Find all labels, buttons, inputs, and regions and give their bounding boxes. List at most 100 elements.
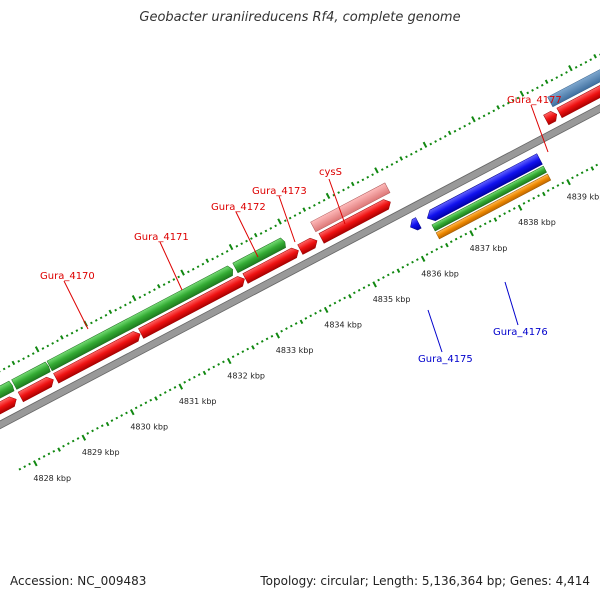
reverse-tick (105, 421, 110, 427)
forward-tick (531, 88, 534, 92)
forward-tick (124, 303, 127, 307)
reverse-tick (47, 452, 51, 456)
forward-tick (390, 163, 394, 166)
reverse-tick (352, 291, 356, 295)
reverse-tick (372, 281, 377, 288)
forward-tick (196, 265, 200, 269)
reverse-tick (18, 467, 22, 471)
forward-tick (447, 130, 452, 136)
forward-tick (337, 191, 340, 194)
cds-arrow-rev-large (426, 153, 543, 221)
reverse-tick (260, 340, 264, 343)
leader-gura-4172 (235, 211, 259, 258)
reverse-tick (464, 232, 468, 236)
reverse-tick (241, 350, 245, 353)
reverse-tick (348, 294, 352, 299)
forward-tick (22, 357, 25, 361)
reverse-tick (580, 171, 584, 175)
reverse-tick (42, 455, 46, 458)
reverse-tick (202, 370, 207, 376)
forward-tick (167, 280, 171, 284)
reverse-tick (66, 442, 70, 445)
reverse-tick (357, 288, 361, 292)
forward-tick (516, 96, 520, 100)
reverse-tick (328, 304, 332, 307)
reverse-strand-ticks (18, 163, 599, 471)
forward-tick (211, 257, 214, 261)
forward-tick (216, 255, 219, 258)
forward-tick (361, 178, 365, 182)
reverse-tick (52, 449, 56, 453)
forward-tick (540, 83, 544, 87)
forward-tick (496, 105, 500, 110)
forward-tick (187, 270, 190, 274)
reverse-tick (193, 375, 196, 379)
cds-arrow-fwd-5 (242, 247, 299, 284)
kbp-label: 4828 kbp (33, 474, 71, 483)
leader-gura-4176 (504, 281, 519, 326)
reverse-tick (595, 163, 599, 167)
forward-tick (269, 227, 273, 230)
forward-tick (453, 129, 457, 133)
forward-tick (143, 293, 147, 297)
cds-arrow-fwd-7 (318, 199, 391, 244)
forward-tick (579, 63, 583, 67)
forward-tick (317, 201, 321, 205)
reverse-tick (144, 401, 148, 405)
forward-tick (31, 352, 35, 355)
forward-tick (482, 114, 486, 118)
reverse-tick (517, 204, 523, 211)
forward-tick (405, 155, 408, 159)
forward-tick (511, 99, 515, 102)
reverse-tick (483, 222, 487, 226)
kbp-label: 4830 kbp (130, 423, 168, 432)
reverse-tick (217, 363, 220, 366)
forward-tick (27, 354, 30, 358)
reverse-tick (377, 278, 380, 282)
forward-tick (302, 207, 307, 212)
kbp-label: 4834 kbp (324, 320, 362, 329)
reverse-tick (585, 168, 589, 172)
forward-tick (565, 71, 568, 74)
forward-tick (277, 218, 282, 225)
cds-arrow-fwd-2 (17, 376, 54, 403)
forward-tick (458, 127, 462, 131)
reverse-tick (508, 209, 511, 213)
reverse-tick (168, 388, 172, 392)
forward-tick (274, 224, 277, 228)
reverse-tick (532, 196, 536, 200)
callout-lines (63, 104, 549, 353)
forward-tick (429, 142, 433, 146)
kbp-label: 4839 kbp (567, 193, 600, 202)
kbp-label: 4833 kbp (276, 346, 314, 355)
forward-tick (555, 76, 559, 79)
reverse-tick (129, 409, 135, 416)
reverse-tick (386, 273, 390, 277)
reverse-tick (256, 342, 259, 346)
reverse-tick (416, 258, 419, 261)
forward-tick (313, 204, 316, 207)
reverse-tick (333, 301, 337, 305)
forward-tick (128, 301, 132, 304)
reverse-tick (459, 235, 463, 238)
reverse-tick (571, 176, 574, 180)
kbp-label: 4835 kbp (373, 295, 411, 304)
forward-tick (519, 90, 525, 97)
forward-tick (264, 229, 268, 233)
reverse-tick (71, 439, 75, 443)
reverse-tick (76, 437, 80, 440)
reverse-tick (57, 447, 61, 452)
forward-tick (526, 91, 530, 95)
reverse-tick (265, 337, 269, 341)
reverse-tick (309, 314, 313, 318)
reverse-tick (23, 465, 27, 468)
forward-tick (374, 167, 379, 174)
forward-tick (487, 111, 491, 115)
label-gura-4171: Gura_4171 (134, 232, 189, 243)
reverse-tick (236, 352, 240, 356)
forward-tick (225, 250, 229, 253)
forward-tick (574, 65, 578, 69)
forward-tick (325, 192, 331, 200)
label-gura-4170: Gura_4170 (40, 271, 95, 282)
forward-tick (395, 160, 399, 164)
